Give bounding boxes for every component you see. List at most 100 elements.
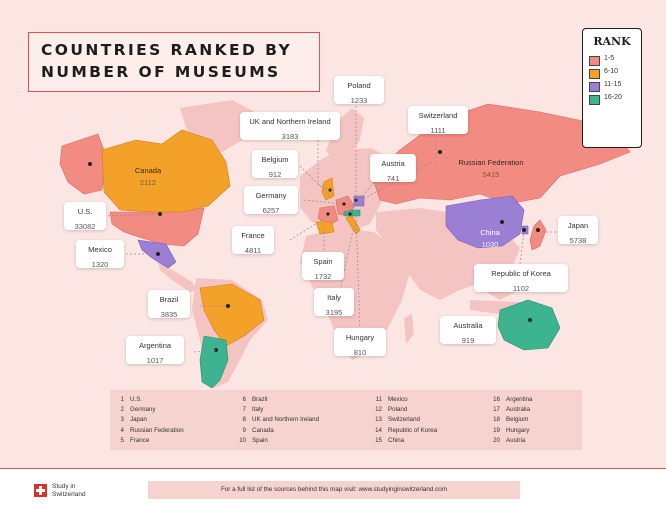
rank-number: 6 [242, 396, 246, 403]
museum-count: 3183 [281, 132, 299, 141]
map-label-canada: Canada 2112 [126, 166, 170, 187]
country-name: U.S. [77, 207, 93, 216]
rank-number: 16 [493, 396, 500, 403]
rank-6-10-countries [101, 129, 361, 347]
ranking-column-4: 16 Argentina 17 Australia 18 Belgium 19 Hung… [490, 396, 533, 447]
ranking-column-1: 1 U.S. 2 Germany 3 Japan 4 Russian Federatio… [114, 396, 184, 447]
scandinavia [326, 108, 364, 162]
country-name: France [241, 231, 265, 240]
brazil [199, 283, 265, 347]
country-name: France [130, 436, 150, 444]
list-item: 4 Russian Federation [114, 427, 184, 437]
rank-number: 9 [242, 426, 246, 434]
ranking-list: 1 U.S. 2 Germany 3 Japan 4 Russian Federatio… [110, 390, 582, 450]
museum-count: 33082 [74, 222, 96, 231]
leader-us [103, 213, 161, 217]
callout-belgium: Belgium 912 [252, 150, 298, 179]
list-item: 14 Republic of Korea [372, 427, 437, 437]
marker-korea [522, 228, 526, 232]
list-item: 12 Poland [372, 406, 437, 416]
callout-korea: Republic of Korea 1102 [474, 264, 568, 293]
list-item: 7 Italy [236, 406, 319, 416]
legend-label: 16-20 [604, 94, 622, 101]
china [445, 195, 525, 249]
rank-number: 19 [493, 426, 500, 434]
country-name: Australia [506, 406, 531, 414]
country-name: Argentina [506, 396, 533, 403]
callout-hungary: Hungary 810 [334, 328, 386, 357]
list-item: 13 Switzerland [372, 416, 437, 426]
legend-swatch [589, 56, 600, 66]
marker-russia [438, 150, 442, 154]
study-in-switzerland-logo[interactable]: Study in Switzerland [52, 483, 112, 499]
legend-swatch [589, 69, 600, 79]
swiss-cross-icon [34, 484, 47, 497]
list-item: 16 Argentina [490, 396, 533, 406]
callout-poland: Poland 1233 [334, 76, 384, 105]
title-line-1: COUNTRIES RANKED BY [41, 41, 293, 59]
callout-italy: Italy 3195 [314, 288, 354, 317]
museum-count: 3195 [325, 308, 343, 317]
legend-title: RANK [593, 35, 631, 48]
country-name: Brazil [252, 396, 268, 403]
country-name: Austria [506, 436, 526, 444]
callout-germany: Germany 6257 [244, 186, 298, 215]
museum-count: 741 [386, 174, 400, 183]
country-name: Belgium [261, 155, 289, 164]
country-name: Poland [388, 406, 408, 414]
callout-mexico: Mexico 1320 [76, 240, 124, 269]
country-name: Poland [347, 81, 371, 90]
country-name: Argentina [138, 341, 172, 350]
country-name: Japan [567, 221, 589, 230]
rank-number: 14 [375, 426, 382, 434]
legend-swatch [589, 82, 600, 92]
list-item: 9 Canada [236, 427, 319, 437]
rank-legend: RANK 1-5 6-10 11-15 16-20 [582, 28, 642, 148]
rank-number: 3 [120, 416, 124, 424]
country-name: Hungary [506, 426, 530, 434]
country-name: Republic of Korea [491, 269, 551, 278]
spain-shape [315, 221, 335, 235]
callout-uk: UK and Northern Ireland 3183 [240, 112, 340, 141]
museum-count: 6257 [262, 206, 280, 215]
list-item: 3 Japan [114, 416, 184, 426]
rank-number: 2 [120, 406, 124, 414]
title-line-2: NUMBER OF MUSEUMS [41, 63, 281, 81]
museum-count: 912 [268, 170, 282, 179]
museum-count: 810 [353, 348, 367, 357]
list-item: 1 U.S. [114, 396, 184, 406]
country-name: Russian Federation [458, 158, 524, 167]
legend-label: 11-15 [604, 81, 622, 88]
ranking-column-3: 11 Mexico 12 Poland 13 Switzerland 14 Republ… [372, 396, 437, 447]
marker-mexico [156, 252, 160, 256]
country-name: Italy [327, 293, 341, 302]
country-name: Australia [453, 321, 483, 330]
list-item: 8 UK and Northern Ireland [236, 416, 320, 426]
rank-number: 10 [239, 436, 246, 444]
callout-brazil: Brazil 3835 [148, 290, 190, 319]
source-link-text[interactable]: For a full list of the sources behind th… [220, 486, 448, 493]
leader-germany [303, 199, 345, 205]
hungary-shape [351, 209, 361, 217]
leader-france [289, 215, 329, 241]
leader-hungary [355, 215, 361, 331]
callout-australia: Australia 919 [440, 316, 496, 345]
rank-number: 20 [493, 436, 500, 444]
country-name: Canada [134, 166, 162, 175]
marker-brazil [226, 304, 230, 308]
rank-number: 7 [242, 406, 246, 414]
rank-number: 4 [120, 426, 124, 434]
rank-number: 12 [375, 406, 382, 414]
list-item: 17 Australia [490, 406, 533, 416]
museum-count: 1017 [146, 356, 164, 365]
country-name: Spain [252, 436, 268, 444]
map-label-russia: Russian Federation 5415 [448, 158, 534, 179]
list-item: 18 Belgium [490, 416, 533, 426]
capital-markers [88, 150, 540, 352]
callout-argentina: Argentina 1017 [126, 336, 184, 365]
country-name: Belgium [506, 416, 529, 424]
country-name: China [388, 436, 405, 444]
legend-label: 1-5 [604, 55, 615, 62]
callout-france: France 4811 [232, 226, 274, 255]
canada [101, 129, 231, 213]
